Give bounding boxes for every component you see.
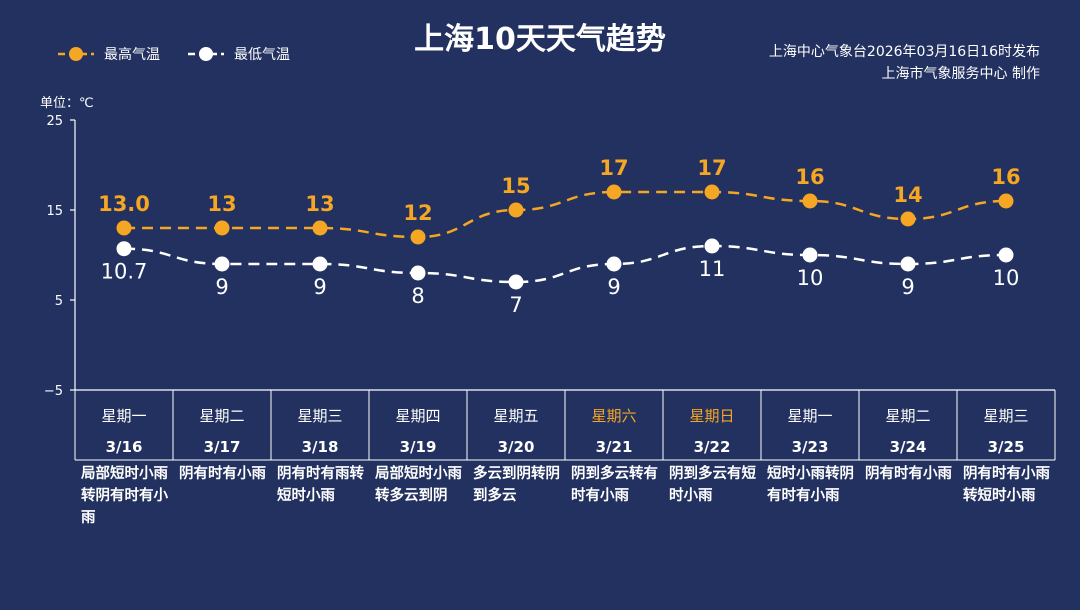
weekday-label: 星期五: [493, 407, 538, 425]
weekday-label: 星期三: [297, 407, 342, 425]
weather-description: 局部短时小雨转阴有时有小雨: [81, 466, 168, 526]
data-point-low: [116, 241, 132, 257]
x-tick-label: 3/17: [204, 438, 241, 456]
x-tick-label: 3/22: [694, 438, 731, 456]
y-tick-label: −5: [44, 384, 63, 399]
data-point-high: [214, 220, 230, 236]
data-point-high: [802, 193, 818, 209]
data-point-high: [508, 202, 524, 218]
weather-description: 阴有时有雨转短时小雨: [277, 466, 364, 504]
data-point-high: [312, 220, 328, 236]
legend-low-marker-icon: [188, 47, 224, 61]
weather-description: 阴有时有小雨转短时小雨: [963, 466, 1050, 504]
data-point-high: [410, 229, 426, 245]
data-point-low: [606, 256, 622, 272]
data-point-low: [802, 247, 818, 263]
legend-high-label: 最高气温: [104, 47, 160, 63]
legend: 最高气温 最低气温: [56, 44, 316, 64]
weekday-label: 星期一: [101, 407, 146, 425]
data-label-high: 13: [305, 192, 334, 216]
y-axis-unit: 单位：℃: [40, 96, 94, 111]
weather-description: 阴有时有小雨: [179, 466, 266, 482]
legend-high-marker-icon: [58, 47, 94, 61]
y-tick-label: 5: [55, 294, 63, 309]
data-label-high: 13: [207, 192, 236, 216]
weather-description: 阴到多云有短时小雨: [669, 466, 756, 504]
data-label-low: 9: [607, 275, 620, 299]
data-label-low: 9: [215, 275, 228, 299]
x-tick-label: 3/18: [302, 438, 339, 456]
data-label-low: 10: [797, 266, 824, 290]
series-line-low: [123, 244, 1007, 284]
legend-item-high: 最高气温: [56, 44, 160, 64]
data-label-high: 15: [501, 174, 530, 198]
weather-description: 短时小雨转阴有时有小雨: [767, 466, 854, 504]
data-label-high: 16: [991, 165, 1020, 189]
data-label-high: 16: [795, 165, 824, 189]
data-point-low: [704, 238, 720, 254]
legend-low-label: 最低气温: [234, 47, 290, 63]
credit-line-1: 上海中心气象台2026年03月16日16时发布: [768, 44, 1040, 60]
weekday-label: 星期日: [689, 407, 734, 425]
data-label-low: 9: [901, 275, 914, 299]
data-label-low: 10.7: [101, 260, 148, 284]
data-point-low: [508, 274, 524, 290]
x-tick-label: 3/25: [988, 438, 1025, 456]
data-label-low: 8: [411, 284, 424, 308]
data-label-high: 17: [599, 156, 628, 180]
weather-description: 阴到多云转有时有小雨: [571, 466, 658, 504]
data-point-low: [998, 247, 1014, 263]
data-label-low: 7: [509, 293, 522, 317]
data-label-low: 9: [313, 275, 326, 299]
data-point-high: [998, 193, 1014, 209]
data-label-low: 10: [993, 266, 1020, 290]
weather-description: 多云到阴转阴到多云: [473, 466, 560, 504]
data-label-low: 11: [699, 257, 726, 281]
y-tick-label: 15: [46, 204, 63, 219]
weekday-label: 星期一: [787, 407, 832, 425]
y-tick-label: 25: [46, 114, 63, 129]
data-label-high: 13.0: [98, 192, 150, 216]
data-point-low: [312, 256, 328, 272]
data-point-high: [900, 211, 916, 227]
data-label-high: 17: [697, 156, 726, 180]
data-point-high: [704, 184, 720, 200]
weekday-label: 星期二: [885, 407, 930, 425]
data-point-high: [116, 220, 132, 236]
credit-line-2: 上海市气象服务中心 制作: [881, 66, 1040, 82]
data-label-high: 12: [403, 201, 432, 225]
chart-title: 上海10天天气趋势: [414, 22, 666, 57]
x-tick-label: 3/23: [792, 438, 829, 456]
weekday-label: 星期四: [395, 407, 440, 425]
x-tick-label: 3/16: [106, 438, 143, 456]
x-tick-label: 3/19: [400, 438, 437, 456]
weekday-label: 星期六: [591, 407, 636, 425]
credit: 上海中心气象台2026年03月16日16时发布 上海市气象服务中心 制作: [769, 41, 1040, 85]
data-point-low: [214, 256, 230, 272]
data-point-low: [900, 256, 916, 272]
weather-description: 局部短时小雨转多云到阴: [375, 466, 462, 504]
series-line-high: [124, 190, 1007, 239]
data-point-low: [410, 265, 426, 281]
weather-description: 阴有时有小雨: [865, 466, 952, 482]
weekday-label: 星期三: [983, 407, 1028, 425]
x-tick-label: 3/21: [596, 438, 633, 456]
x-tick-label: 3/24: [890, 438, 927, 456]
x-tick-label: 3/20: [498, 438, 535, 456]
data-point-high: [606, 184, 622, 200]
legend-item-low: 最低气温: [186, 44, 290, 64]
data-label-high: 14: [893, 183, 922, 207]
weekday-label: 星期二: [199, 407, 244, 425]
